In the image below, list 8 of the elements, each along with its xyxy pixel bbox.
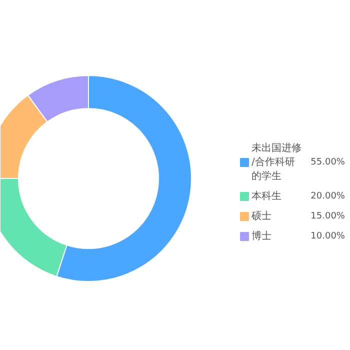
data-label: 20.00% — [310, 192, 346, 202]
data-label: 15.00% — [310, 212, 346, 222]
legend-label: 博士 — [252, 230, 272, 242]
legend-label: 硕士 — [250, 210, 272, 222]
legend-label: 本科生 — [252, 190, 282, 202]
data-label: 10.00% — [310, 232, 346, 242]
data-label: 55.00% — [310, 158, 346, 168]
legend-label: 未出国进修/合作科研的学生 — [252, 142, 302, 182]
